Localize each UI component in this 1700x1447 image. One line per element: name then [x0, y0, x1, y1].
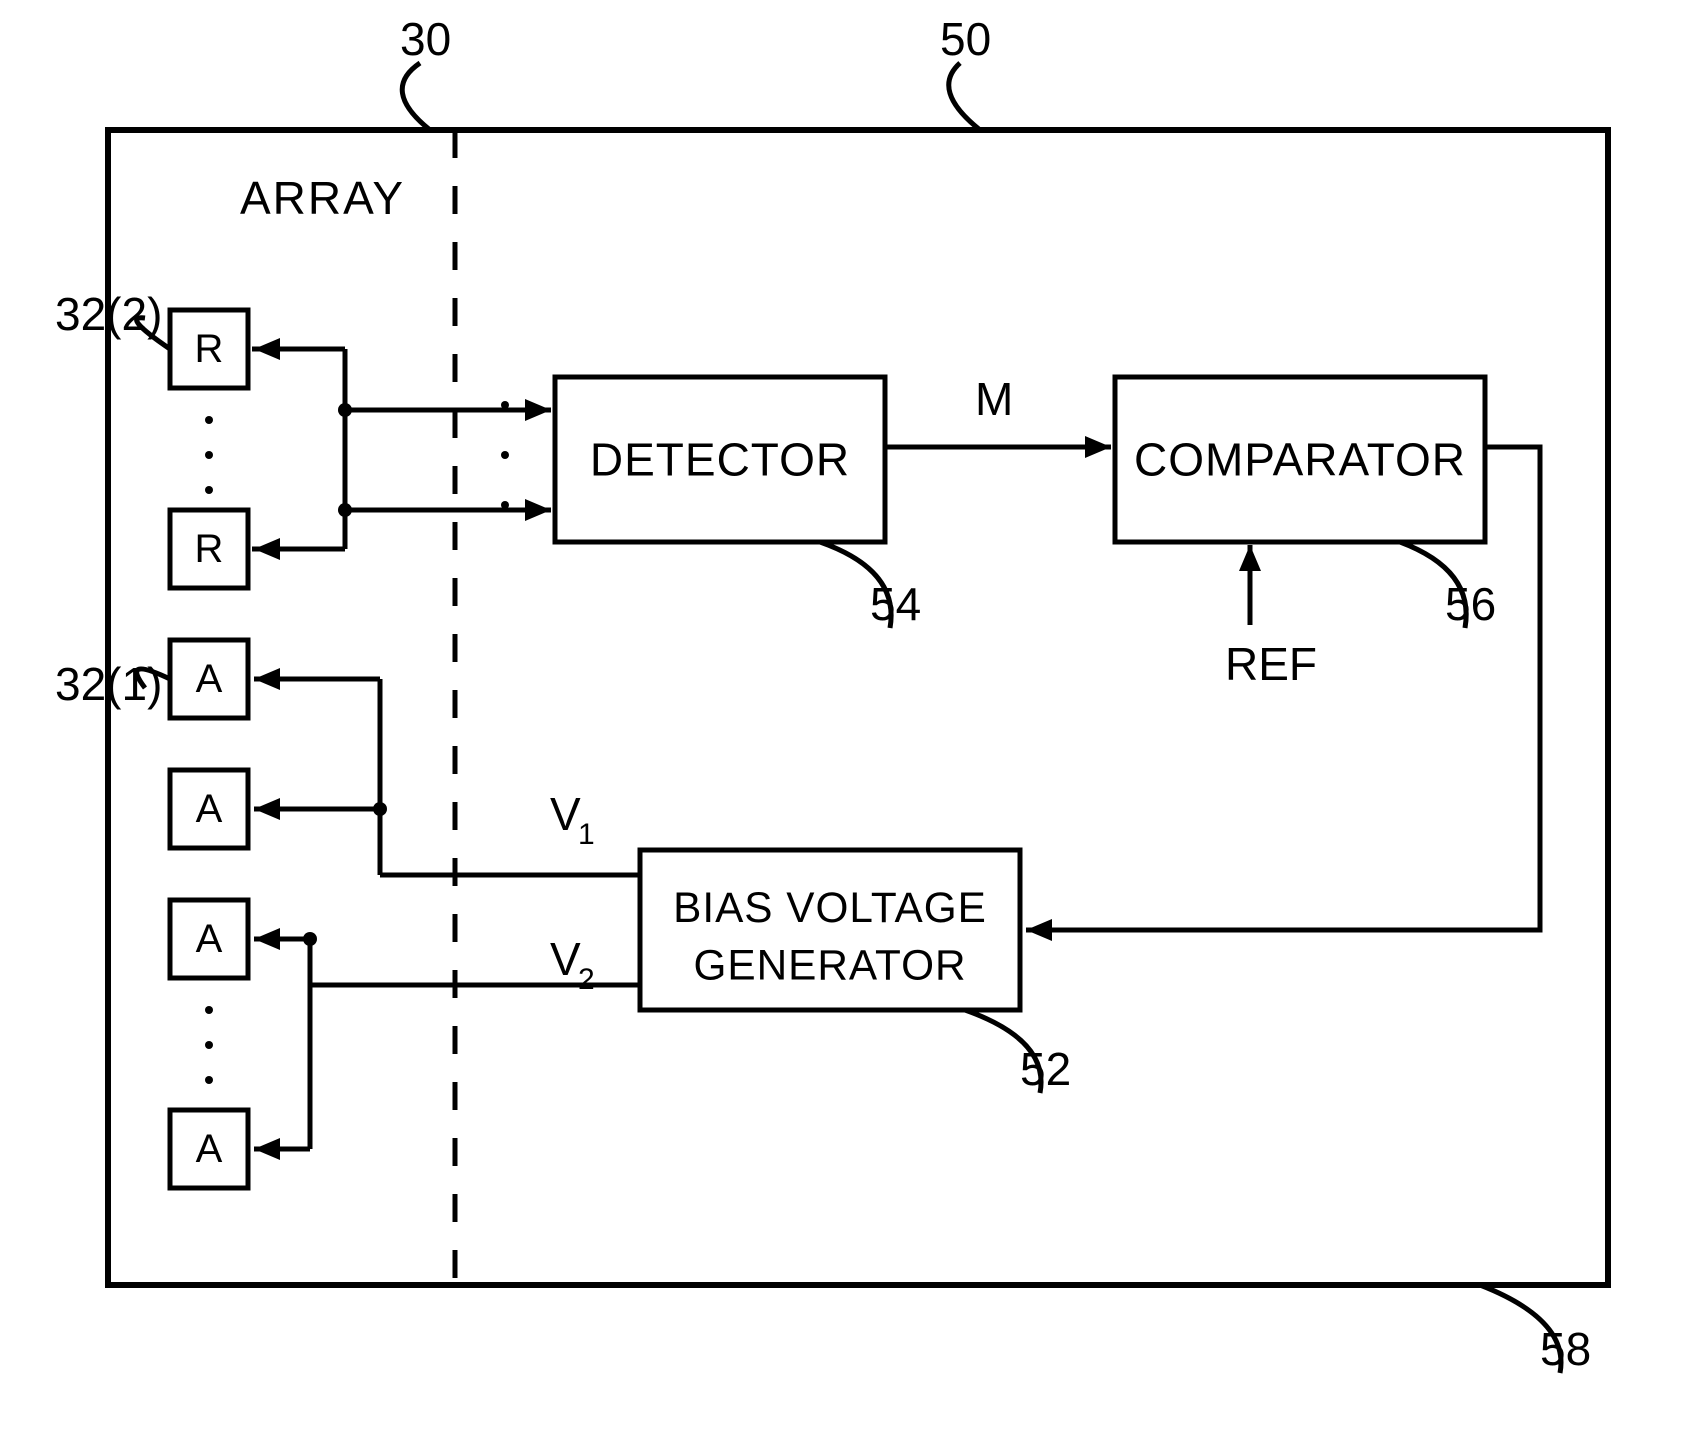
svg-text:1: 1 — [578, 818, 595, 851]
array-cell-r-top: R — [170, 310, 248, 388]
callout-58-text: 58 — [1540, 1323, 1591, 1375]
svg-text:2: 2 — [578, 963, 595, 996]
svg-text:R: R — [195, 527, 224, 571]
svg-text:A: A — [196, 917, 223, 961]
signal-ref-label: REF — [1225, 638, 1317, 690]
bias-voltage-generator-block: BIAS VOLTAGE GENERATOR — [640, 850, 1020, 1010]
svg-text:R: R — [195, 327, 224, 371]
callout-32-2: 32(2) — [55, 288, 170, 349]
callout-54-text: 54 — [870, 578, 921, 630]
bias-voltage-generator-block-label-1: BIAS VOLTAGE — [673, 884, 987, 931]
detector-block-label: DETECTOR — [590, 434, 850, 486]
callout-30: 30 — [400, 13, 451, 130]
comparator-block-label: COMPARATOR — [1134, 434, 1466, 486]
bias-voltage-generator-block-label-2: GENERATOR — [693, 942, 966, 989]
callout-52-text: 52 — [1020, 1043, 1071, 1095]
callout-58: 58 — [1480, 1285, 1591, 1375]
array-cell-a-3: A — [170, 900, 248, 978]
svg-text:V: V — [550, 788, 581, 840]
svg-text:V: V — [550, 933, 581, 985]
callout-32-1-text: 32(1) — [55, 658, 162, 710]
array-cell-r-bottom: R — [170, 510, 248, 588]
outer-container-box — [108, 130, 1608, 1285]
callout-50-text: 50 — [940, 13, 991, 65]
signal-m-label: M — [975, 373, 1013, 425]
callout-56-text: 56 — [1445, 578, 1496, 630]
comparator-block: COMPARATOR — [1115, 377, 1485, 542]
svg-text:A: A — [196, 657, 223, 701]
svg-text:A: A — [196, 787, 223, 831]
callout-32-1: 32(1) — [55, 658, 170, 710]
array-label: ARRAY — [240, 172, 405, 224]
callout-32-2-text: 32(2) — [55, 288, 162, 340]
junction-v2-a3 — [303, 932, 317, 946]
junction-rbus-top — [338, 403, 352, 417]
junction-v1-a2 — [373, 802, 387, 816]
array-cell-a-4: A — [170, 1110, 248, 1188]
detector-block: DETECTOR — [555, 377, 885, 542]
array-cell-a-1: A — [170, 640, 248, 718]
callout-50: 50 — [940, 13, 991, 130]
junction-rbus-bot — [338, 503, 352, 517]
callout-30-text: 30 — [400, 13, 451, 65]
array-cell-a-2: A — [170, 770, 248, 848]
svg-text:A: A — [196, 1127, 223, 1171]
